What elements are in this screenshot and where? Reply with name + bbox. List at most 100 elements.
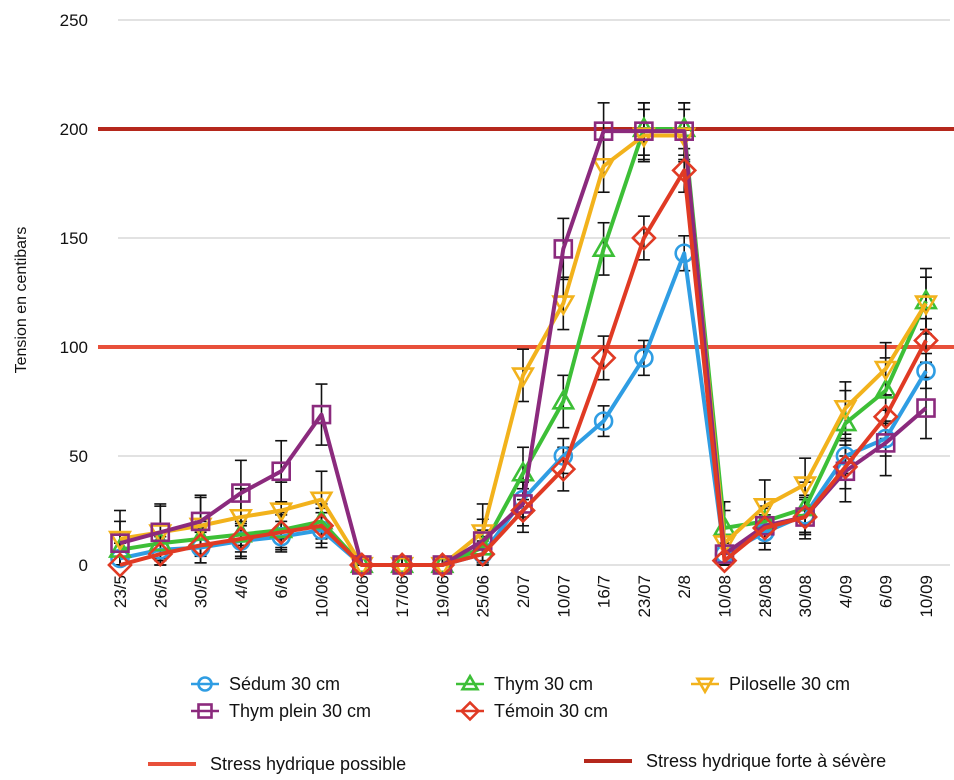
data-point — [833, 399, 858, 421]
x-tick-label: 2/07 — [514, 575, 533, 608]
x-tick-label: 25/06 — [474, 575, 493, 618]
error-bar — [920, 376, 932, 440]
data-point — [916, 361, 936, 381]
data-point — [107, 552, 133, 578]
data-point — [271, 461, 292, 482]
series — [107, 102, 939, 578]
data-point — [551, 295, 576, 317]
data-point — [510, 367, 536, 389]
legend-label: Thym 30 cm — [494, 674, 593, 694]
legend-label: Piloselle 30 cm — [729, 674, 850, 694]
x-axis: 23/5 26/5 30/5 4/6 6/6 10/06 12/06 17/06 19/06 25… — [111, 575, 936, 618]
legend-item: Thym plein 30 cm — [191, 701, 371, 721]
data-point — [832, 454, 859, 480]
x-tick-label: 6/6 — [272, 575, 291, 599]
data-point — [590, 345, 617, 371]
x-tick-label: 26/5 — [151, 575, 170, 608]
x-tick-label: 28/08 — [756, 575, 775, 618]
data-point — [308, 512, 335, 539]
data-point — [872, 403, 899, 430]
data-point — [268, 519, 295, 546]
data-point — [671, 157, 698, 184]
data-point — [311, 404, 332, 425]
data-point — [309, 491, 334, 513]
data-point — [147, 541, 174, 567]
data-point — [793, 476, 818, 498]
y-tick-label: 150 — [60, 229, 88, 248]
x-tick-label: 10/08 — [716, 575, 735, 618]
x-tick-label: 30/5 — [192, 575, 211, 608]
data-point — [107, 536, 133, 558]
data-point — [634, 121, 654, 141]
legend-marker — [460, 673, 480, 691]
x-tick-label: 2/8 — [675, 575, 694, 599]
x-tick-label: 17/06 — [393, 575, 412, 618]
series-line — [119, 168, 928, 567]
data-point — [916, 398, 936, 418]
legend-item: Thym 30 cm — [456, 673, 593, 694]
legend-item: Témoin 30 cm — [456, 700, 608, 722]
data-point — [875, 433, 896, 453]
data-point — [150, 522, 171, 543]
x-tick-label: 6/09 — [877, 575, 896, 608]
x-tick-label: 12/06 — [353, 575, 372, 618]
data-point — [631, 225, 657, 251]
series-line — [119, 133, 928, 567]
data-point — [795, 507, 815, 527]
data-point — [228, 525, 254, 552]
y-tick-label: 200 — [60, 120, 88, 139]
y-tick-label: 100 — [60, 338, 88, 357]
y-axis: 0 50 100 150 200 250 — [60, 11, 88, 575]
data-point — [553, 239, 574, 259]
data-point — [551, 388, 576, 410]
data-point — [634, 348, 654, 368]
x-tick-label: 4/09 — [836, 575, 855, 608]
data-point — [873, 377, 898, 399]
x-tick-label: 23/07 — [635, 575, 654, 618]
data-point — [591, 236, 616, 257]
y-axis-title: Tension en centibars — [13, 227, 30, 374]
y-tick-label: 250 — [60, 11, 88, 30]
data-point — [711, 547, 738, 574]
x-tick-label: 23/5 — [111, 575, 130, 608]
legend-item: Stress hydrique possible — [148, 754, 406, 774]
x-tick-label: 30/08 — [796, 575, 815, 618]
data-point — [550, 456, 577, 482]
data-point — [110, 533, 130, 554]
data-point — [472, 531, 493, 551]
legend-label: Témoin 30 cm — [494, 701, 608, 721]
data-point — [591, 157, 616, 179]
data-point — [469, 541, 496, 567]
x-tick-label: 10/06 — [313, 575, 332, 618]
data-point — [913, 327, 939, 354]
data-point — [348, 552, 375, 578]
legend-label: Thym plein 30 cm — [229, 701, 371, 721]
x-tick-label: 16/7 — [595, 575, 614, 608]
x-tick-label: 4/6 — [232, 575, 251, 599]
legend-marker — [695, 677, 715, 695]
data-point — [228, 508, 253, 530]
x-tick-label: 10/07 — [554, 575, 573, 618]
legend-item: Stress hydrique forte à sévère — [584, 751, 886, 771]
x-tick-label: 10/09 — [917, 575, 936, 618]
data-point — [833, 410, 858, 432]
data-point — [674, 121, 695, 141]
data-point — [429, 552, 456, 578]
y-tick-label: 0 — [79, 556, 88, 575]
data-point — [672, 127, 697, 149]
legend: Sédum 30 cm Thym 30 cm Piloselle 30 cm Thym… — [148, 673, 886, 774]
x-tick-label: 19/06 — [433, 575, 452, 618]
legend-marker — [197, 703, 213, 719]
data-point — [752, 498, 777, 519]
legend-label: Stress hydrique forte à sévère — [646, 751, 886, 771]
legend-marker — [459, 700, 481, 722]
data-point — [269, 517, 294, 539]
legend-label: Stress hydrique possible — [210, 754, 406, 774]
data-point — [389, 552, 415, 578]
data-point — [751, 515, 778, 541]
data-point — [187, 532, 214, 559]
data-point — [231, 483, 251, 503]
legend-label: Sédum 30 cm — [229, 674, 340, 694]
reference-lines — [98, 127, 954, 349]
